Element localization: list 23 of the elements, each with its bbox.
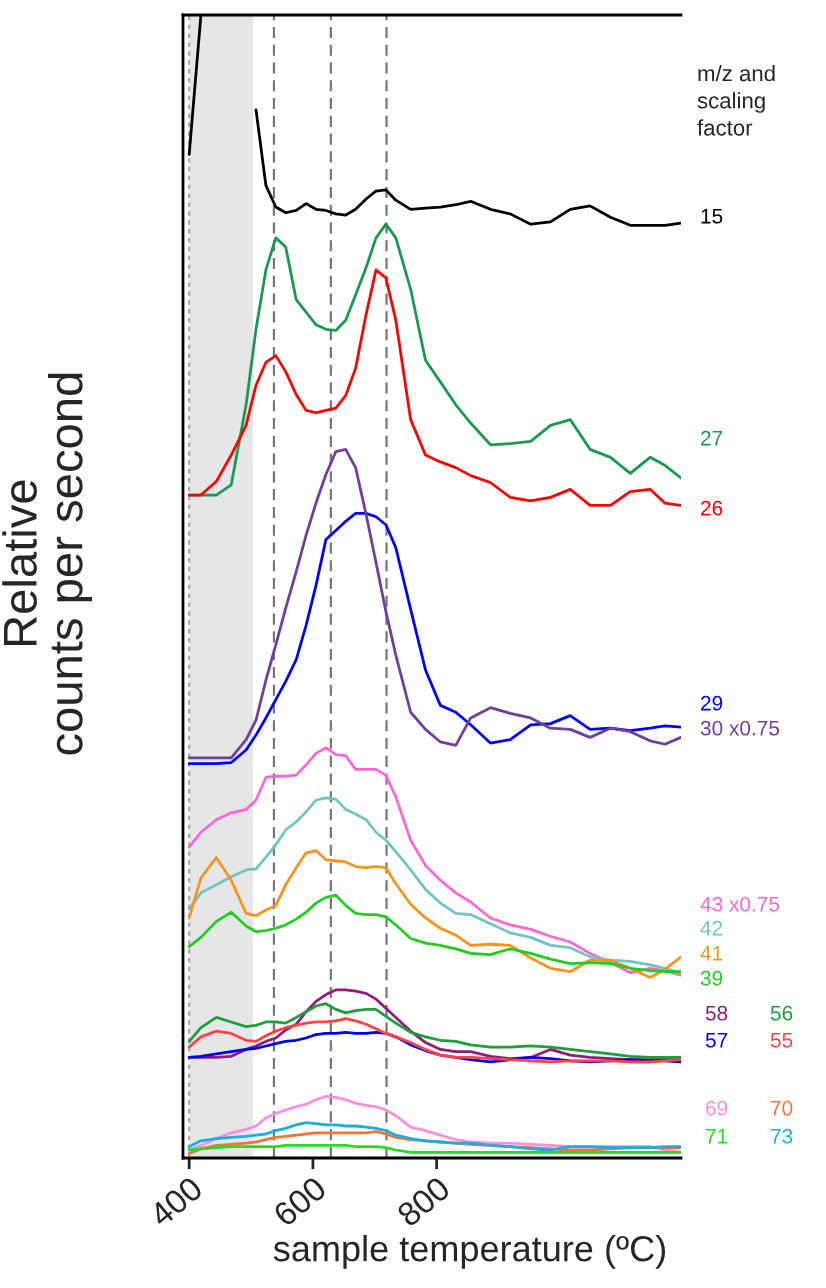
x-tick-label: 600 xyxy=(272,1175,328,1228)
series-label: 15 xyxy=(701,209,723,224)
series-label: 27 xyxy=(701,430,723,446)
text: 70 xyxy=(771,1100,793,1116)
x-tick-label: 400 xyxy=(147,1175,204,1228)
text: 43 x0.75 xyxy=(700,896,780,912)
text: 55 xyxy=(770,1033,793,1048)
series-label: 41 xyxy=(700,946,723,961)
x-tick-label: 800 xyxy=(395,1175,452,1228)
text: 56 xyxy=(770,1005,793,1021)
text: 42 xyxy=(700,920,723,936)
text: 73 xyxy=(771,1128,793,1144)
series-label: 30 x0.75 xyxy=(700,720,780,736)
text: 58 xyxy=(705,1005,728,1021)
y-axis-title: Relative counts per second xyxy=(2,373,92,755)
text: m/z and scaling factor xyxy=(697,65,775,136)
text: 69 xyxy=(706,1100,728,1116)
series-label: 39 xyxy=(700,970,723,986)
series-label: 26 xyxy=(701,500,723,516)
series-label: 71 xyxy=(706,1129,728,1144)
x-axis-title: sample temperature (ºC) xyxy=(273,1235,666,1269)
series-label: 29 xyxy=(701,695,723,711)
series-label: 57 xyxy=(705,1033,728,1048)
